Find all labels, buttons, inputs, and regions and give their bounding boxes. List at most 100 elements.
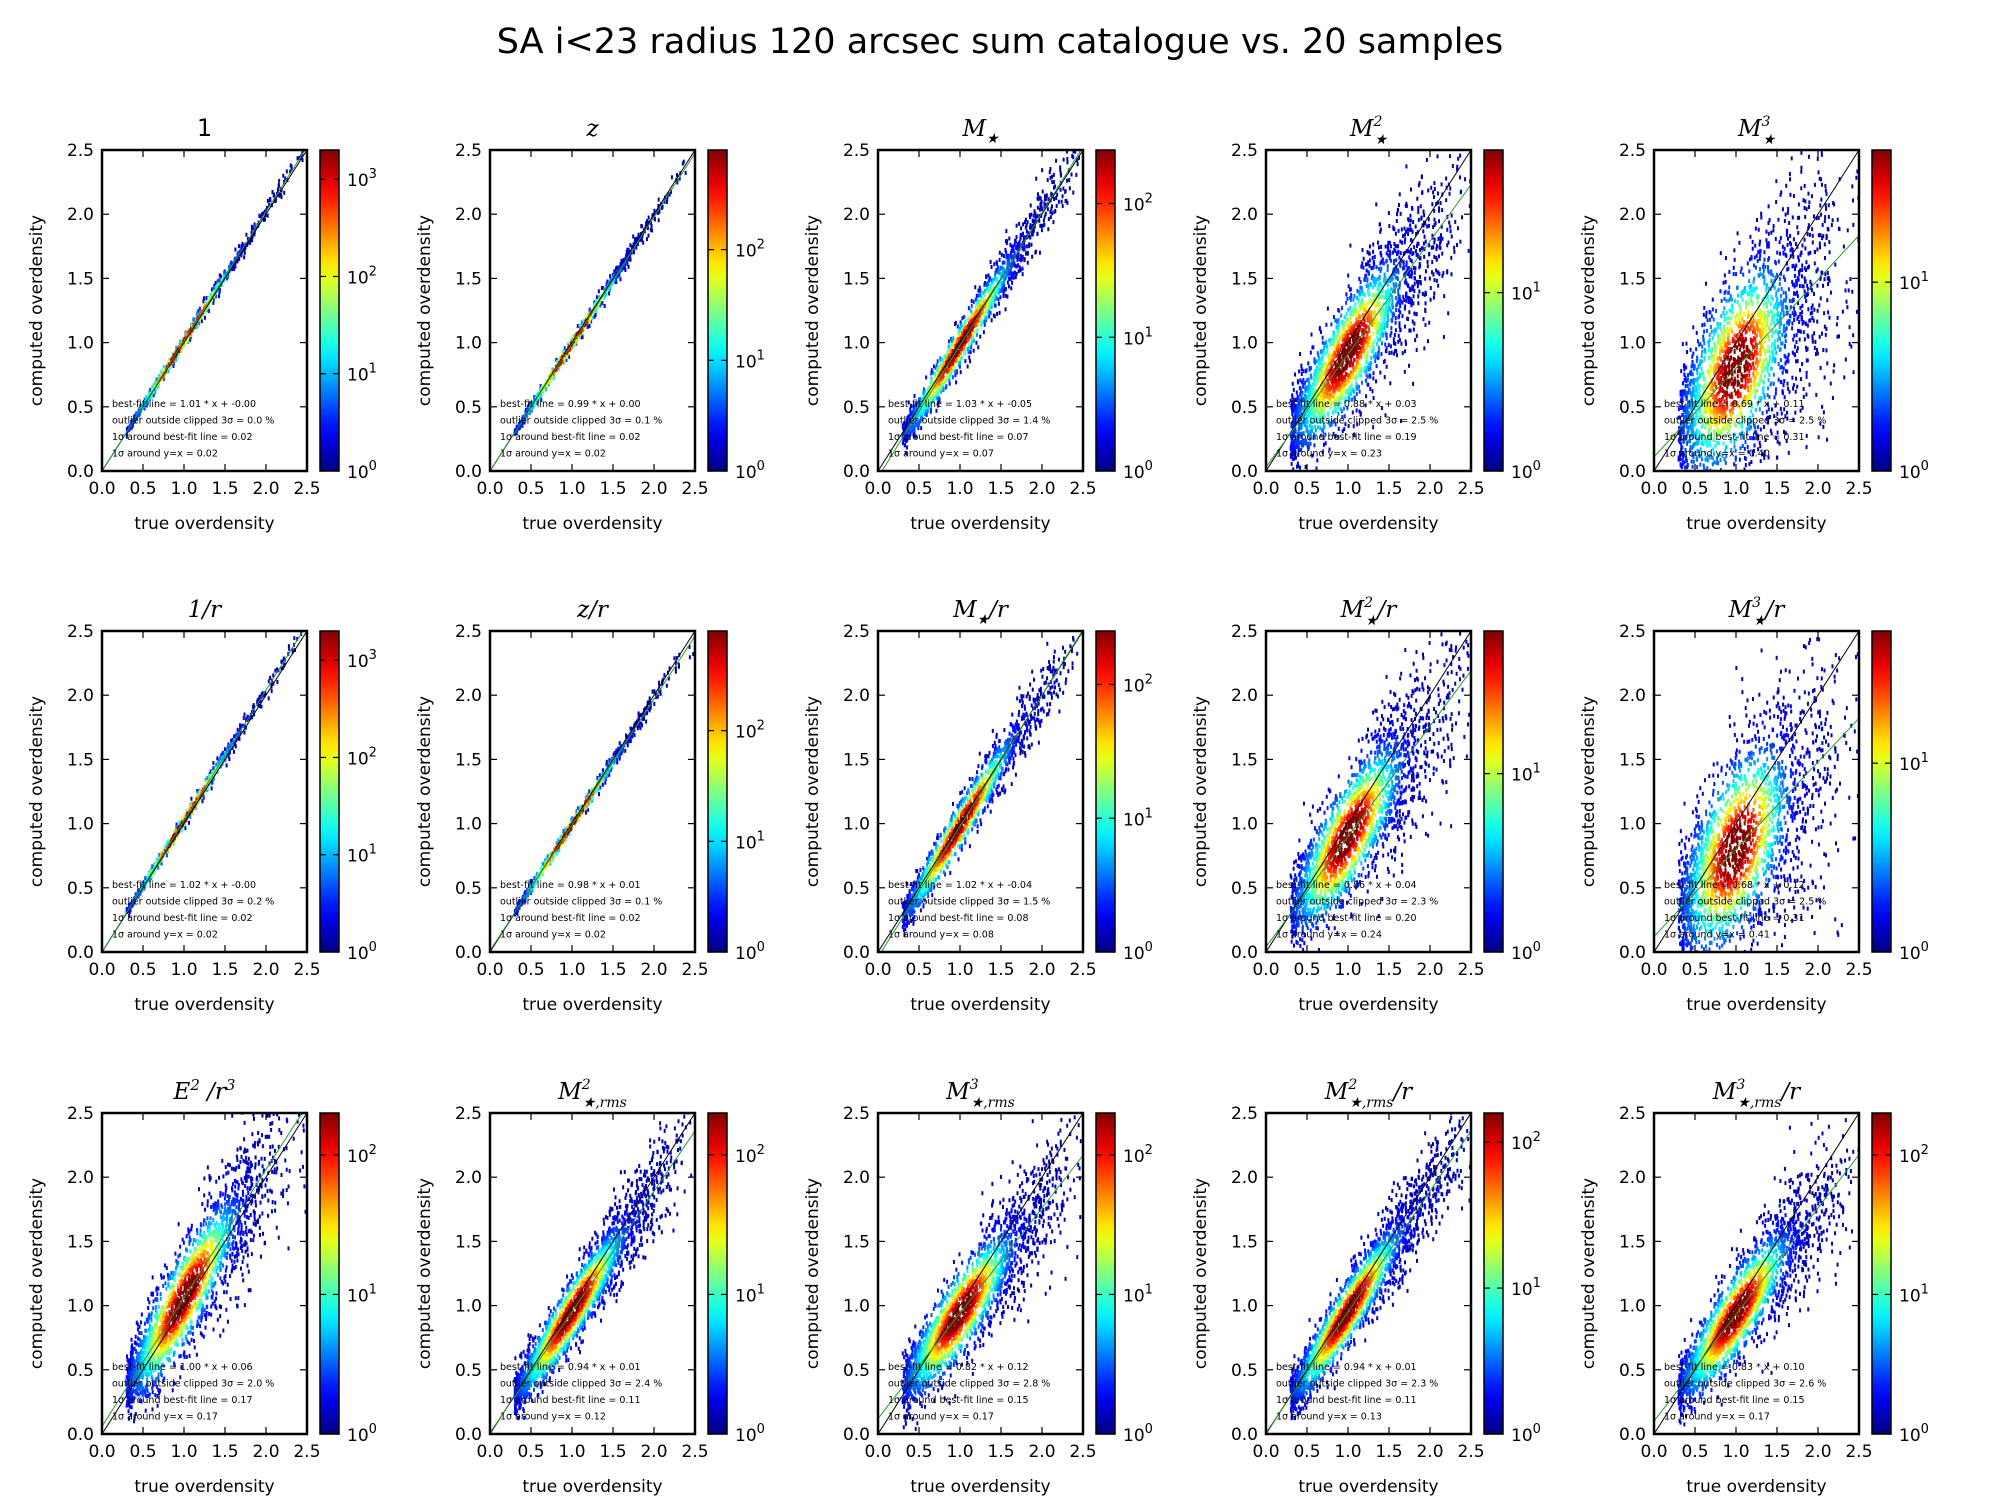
stats-annotation: best-fit line = 1.01 * x + -0.00 [112, 399, 256, 410]
best-fit-line [102, 1113, 303, 1427]
y-tick-label: 1.0 [67, 334, 94, 354]
colorbar-tick-label: 101 [1899, 751, 1929, 775]
y-tick-label: 1.0 [1619, 334, 1646, 354]
y-axis-label: computed overdensity [415, 696, 435, 887]
y-tick-label: 1.0 [455, 815, 482, 835]
colorbar-gradient [1484, 1113, 1503, 1434]
best-fit-line [1654, 717, 1859, 937]
identity-line [878, 1113, 1083, 1434]
colorbar: 100 101 102 [1095, 630, 1153, 964]
x-tick-label: 1.0 [1334, 1442, 1361, 1462]
x-axis-label: true overdensity [1686, 1477, 1826, 1497]
y-axis-label: computed overdensity [27, 696, 47, 887]
colorbar-tick-label: 102 [347, 264, 377, 288]
plot-frame [1652, 1111, 1861, 1436]
x-tick-label: 2.0 [1416, 960, 1443, 980]
colorbar-gradient [708, 631, 727, 952]
best-fit-line [490, 152, 695, 471]
x-tick-label: 0.0 [476, 479, 503, 499]
stats-annotation: 1σ around best-fit line = 0.02 [112, 913, 253, 924]
stats-annotation: best-fit line = 1.02 * x + -0.04 [888, 880, 1032, 891]
y-tick-label: 1.5 [455, 750, 482, 770]
x-tick-label: 2.0 [1028, 479, 1055, 499]
identity-line [490, 1113, 695, 1434]
x-tick-label: 1.0 [170, 960, 197, 980]
stats-annotation: 1σ around best-fit line = 0.17 [112, 1395, 253, 1406]
density-cloud [901, 1115, 1082, 1431]
y-tick-label: 1.5 [455, 269, 482, 289]
panel-9: 0.0 0.5 1.0 1.5 2.0 2.5 0.0 0.5 1.0 1.5 2.0 2.5 true… [1191, 595, 1541, 1015]
x-axis-label: true overdensity [1686, 514, 1826, 534]
y-axis-label: computed overdensity [27, 215, 47, 406]
x-tick-label: 0.0 [1252, 479, 1279, 499]
y-tick-label: 2.0 [455, 686, 482, 706]
colorbar-tick-label: 100 [1511, 940, 1541, 964]
panel-title: M3 ★ [1737, 114, 1776, 148]
stats-annotation: 1σ around y=x = 0.40 [1664, 449, 1770, 460]
stats-annotation: best-fit line = 0.88 * x + 0.03 [1276, 399, 1417, 410]
y-tick-label: 2.0 [67, 686, 94, 706]
y-tick-label: 2.0 [1231, 205, 1258, 225]
panel-12: 0.0 0.5 1.0 1.5 2.0 2.5 0.0 0.5 1.0 1.5 2.0 2.5 true… [415, 1077, 765, 1497]
stats-annotation: 1σ around best-fit line = 0.15 [1664, 1395, 1805, 1406]
y-tick-label: 2.5 [843, 1104, 870, 1124]
x-axis-label: true overdensity [1298, 514, 1438, 534]
stats-annotation: outlier outside clipped 3σ = 2.3 % [1276, 1379, 1438, 1390]
x-tick-label: 1.0 [558, 960, 585, 980]
x-tick-label: 1.5 [1375, 960, 1402, 980]
x-tick-label: 0.0 [1640, 1442, 1667, 1462]
x-tick-label: 2.5 [1845, 1442, 1872, 1462]
y-tick-label: 2.5 [455, 622, 482, 642]
colorbar-tick-label: 101 [1899, 1282, 1929, 1306]
x-tick-label: 0.0 [88, 1442, 115, 1462]
x-tick-label: 1.5 [1375, 479, 1402, 499]
x-tick-label: 0.5 [905, 960, 932, 980]
stats-annotation: best-fit line = 1.03 * x + -0.05 [888, 399, 1032, 410]
y-tick-label: 0.0 [1231, 943, 1258, 963]
plot-frame [876, 629, 1085, 954]
colorbar-tick-label: 102 [1123, 1143, 1153, 1167]
colorbar-frame [707, 149, 728, 472]
colorbar: 100 101 102 [1095, 149, 1153, 483]
x-tick-label: 2.5 [293, 479, 320, 499]
stats-annotation: best-fit line = 1.02 * x + -0.00 [112, 880, 256, 891]
y-tick-label: 2.0 [67, 1168, 94, 1188]
stats-annotation: 1σ around y=x = 0.08 [888, 930, 994, 941]
panel-title: E2 /r3 [173, 1076, 236, 1105]
plot-frame [488, 1111, 697, 1436]
colorbar-tick-label: 102 [735, 719, 765, 743]
x-tick-label: 1.5 [211, 960, 238, 980]
plot-frame [876, 1111, 1085, 1436]
stats-annotation: outlier outside clipped 3σ = 2.4 % [500, 1379, 662, 1390]
colorbar-tick-label: 101 [1123, 325, 1153, 349]
colorbar-gradient [320, 150, 339, 471]
stats-annotation: outlier outside clipped 3σ = 2.6 % [1664, 1379, 1826, 1390]
x-tick-label: 1.5 [987, 479, 1014, 499]
colorbar: 100 101 [1483, 630, 1541, 964]
stats-annotation: 1σ around y=x = 0.17 [888, 1412, 994, 1423]
stats-annotation: 1σ around best-fit line = 0.02 [112, 432, 253, 443]
x-tick-label: 1.0 [558, 479, 585, 499]
stats-annotation: 1σ around best-fit line = 0.11 [1276, 1395, 1417, 1406]
x-tick-label: 0.0 [88, 960, 115, 980]
stats-annotation: 1σ around best-fit line = 0.19 [1276, 432, 1417, 443]
stats-annotation: 1σ around best-fit line = 0.08 [888, 913, 1029, 924]
x-tick-label: 1.5 [1763, 479, 1790, 499]
colorbar-tick-label: 101 [1899, 270, 1929, 294]
y-tick-label: 0.5 [1231, 879, 1258, 899]
y-tick-label: 2.5 [843, 141, 870, 161]
colorbar-tick-label: 100 [1123, 940, 1153, 964]
x-tick-label: 1.5 [599, 1442, 626, 1462]
colorbar-tick-label: 100 [1899, 940, 1929, 964]
panel-5: 0.0 0.5 1.0 1.5 2.0 2.5 0.0 0.5 1.0 1.5 2.0 2.5 true… [1579, 114, 1929, 534]
panel-title: M2 ★,rms/r [1324, 1077, 1414, 1111]
plot-frame [100, 629, 309, 954]
colorbar-gradient [1872, 1113, 1891, 1434]
y-tick-label: 1.0 [1619, 815, 1646, 835]
colorbar-tick-label: 102 [1123, 673, 1153, 697]
x-tick-label: 1.0 [946, 1442, 973, 1462]
x-tick-label: 2.5 [293, 1442, 320, 1462]
x-tick-label: 2.0 [252, 479, 279, 499]
stats-annotation: best-fit line = 0.68 * x + 0.12 [1664, 880, 1805, 891]
x-tick-label: 2.5 [1457, 960, 1484, 980]
